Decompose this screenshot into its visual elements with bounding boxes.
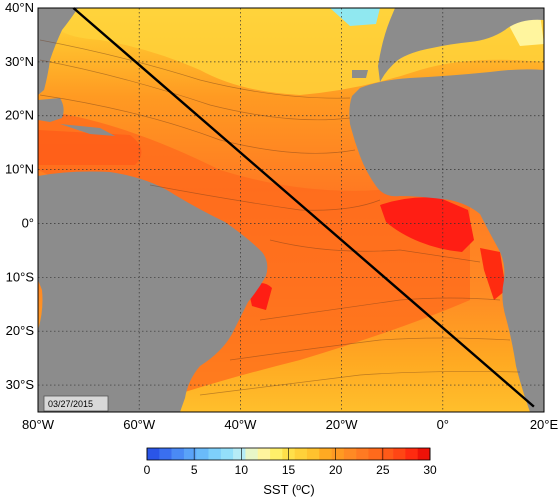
- colorbar-title: SST (ºC): [263, 482, 314, 497]
- longitude-labels: 80°W 60°W 40°W 20°W 0° 20°E: [22, 417, 558, 432]
- colorbar-swatch: [257, 448, 271, 460]
- map-area: [38, 8, 544, 412]
- lat-tick-label: 0°: [22, 215, 34, 230]
- lon-tick-label: 80°W: [22, 417, 55, 432]
- colorbar-tick-label: 10: [235, 463, 249, 477]
- lon-tick-label: 60°W: [123, 417, 156, 432]
- colorbar-swatch: [159, 448, 172, 460]
- colorbar-swatch: [294, 448, 308, 460]
- colorbar-swatch: [417, 448, 431, 460]
- lat-tick-label: 20°N: [5, 108, 34, 123]
- warm-pool: [380, 197, 474, 252]
- colorbar-swatch: [220, 448, 234, 460]
- land-canary: [352, 70, 368, 78]
- lon-tick-label: 0°: [437, 417, 449, 432]
- land-iberia-europe: [378, 8, 544, 82]
- grid-lines: [38, 8, 544, 412]
- colorbar-swatch: [270, 448, 283, 460]
- colorbar-swatch: [245, 448, 259, 460]
- date-label: 03/27/2015: [48, 399, 93, 409]
- land-cuba: [60, 124, 115, 136]
- latitude-labels: 40°N 30°N 20°N 10°N 0° 10°S 20°S 30°S: [5, 0, 34, 392]
- land-africa: [349, 69, 544, 412]
- warm-pool-coast: [480, 248, 506, 300]
- map-frame: [37, 7, 545, 413]
- colorbar-swatch: [183, 448, 197, 460]
- lat-tick-label: 40°N: [5, 0, 34, 15]
- colorbar-tick-label: 30: [423, 463, 437, 477]
- caribbean-warm: [38, 130, 142, 165]
- colorbar-swatch: [306, 448, 320, 460]
- colorbar-swatch: [171, 448, 185, 460]
- colorbar-swatch: [356, 448, 369, 460]
- date-box: [43, 395, 109, 412]
- sst-contours: [39, 39, 521, 396]
- colorbar-tick-label: 15: [282, 463, 296, 477]
- lon-tick-label: 40°W: [224, 417, 257, 432]
- colorbar-tick-label: 0: [144, 463, 151, 477]
- lat-tick-label: 10°N: [5, 162, 34, 177]
- colorbar-tick-labels: 0 5 10 15 20 25 30: [144, 448, 437, 477]
- colorbar-swatch: [405, 448, 418, 460]
- colorbar-swatch: [196, 448, 209, 460]
- land-south-america: [38, 171, 268, 412]
- cold-water-north: [330, 8, 380, 26]
- colorbar-swatch: [147, 448, 160, 460]
- colorbar-tick-label: 5: [191, 463, 198, 477]
- colorbar-tick-label: 20: [329, 463, 343, 477]
- lon-tick-label: 20°E: [530, 417, 559, 432]
- colorbar-tick-label: 25: [376, 463, 390, 477]
- lon-tick-label: 20°W: [326, 417, 359, 432]
- lat-tick-label: 20°S: [6, 323, 35, 338]
- colorbar-swatch: [393, 448, 406, 460]
- colorbar-swatch: [319, 448, 332, 460]
- transect-line: [72, 7, 535, 408]
- land-florida-cuba: [38, 98, 64, 122]
- colorbar-swatch: [368, 448, 382, 460]
- colorbar-swatch: [233, 448, 246, 460]
- colorbar-swatch: [331, 448, 345, 460]
- lat-tick-label: 30°S: [6, 377, 35, 392]
- lat-tick-label: 30°N: [5, 54, 34, 69]
- colorbar-swatch: [343, 448, 357, 460]
- lat-tick-label: 10°S: [6, 269, 35, 284]
- colorbar-swatch: [208, 448, 222, 460]
- land-north-america: [38, 8, 78, 95]
- colorbar-swatch: [380, 448, 394, 460]
